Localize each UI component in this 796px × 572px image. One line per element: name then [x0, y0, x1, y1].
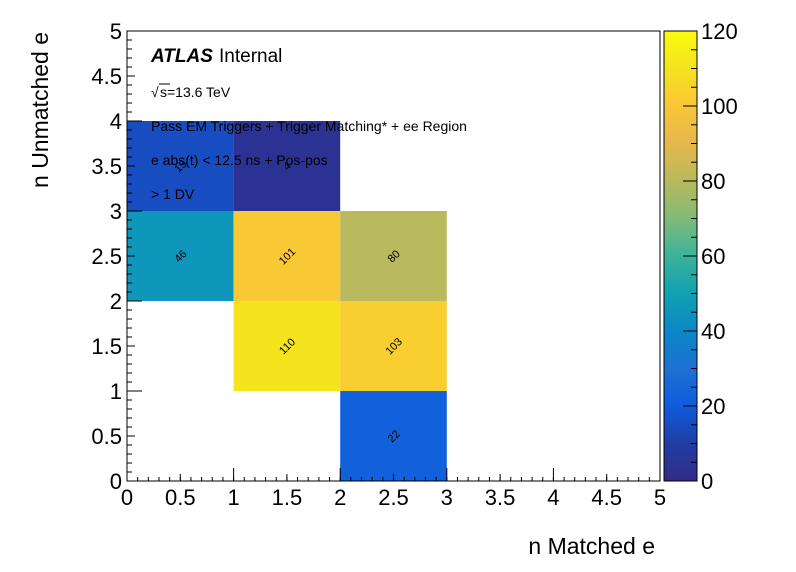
y-tick-label: 5	[110, 19, 122, 44]
y-tick-label: 2	[110, 289, 122, 314]
z-tick-label: 40	[701, 319, 725, 344]
heatmap-cells	[127, 121, 447, 481]
x-tick-label: 0.5	[165, 485, 196, 510]
x-tick-label: 2	[334, 485, 346, 510]
selection-line-1: Pass EM Triggers + Trigger Matching* + e…	[151, 118, 467, 134]
y-tick-label: 2.5	[91, 244, 122, 269]
x-tick-label: 2.5	[378, 485, 409, 510]
y-tick-label: 0.5	[91, 424, 122, 449]
y-tick-label: 1	[110, 379, 122, 404]
z-tick-label: 60	[701, 244, 725, 269]
y-axis-ticks: 0 0.5 1 1.5 2 2.5 3 3.5 4 4.5 5	[91, 19, 142, 494]
x-tick-label: 3	[441, 485, 453, 510]
y-tick-label: 4	[110, 109, 122, 134]
heatmap-cell	[233, 211, 341, 301]
x-tick-label: 5	[654, 485, 666, 510]
heatmap-cell	[233, 301, 341, 391]
x-tick-label: 1.5	[272, 485, 303, 510]
x-tick-label: 4.5	[591, 485, 622, 510]
y-tick-label: 4.5	[91, 64, 122, 89]
heatmap-cell	[340, 211, 447, 301]
x-tick-label: 1	[227, 485, 239, 510]
heatmap-cell	[233, 121, 341, 211]
selection-line-3: > 1 DV	[151, 186, 195, 202]
atlas-label: ATLAS	[150, 46, 213, 67]
heatmap-cell	[127, 211, 234, 301]
heatmap-cell	[340, 391, 447, 481]
heatmap-cell	[127, 121, 234, 211]
z-tick-label: 20	[701, 394, 725, 419]
heatmap-cell	[340, 301, 447, 391]
sqrt-symbol: √	[151, 84, 159, 100]
selection-line-2: e abs(t) < 12.5 ns + Pos-pos	[151, 152, 328, 168]
internal-label: Internal	[219, 46, 282, 67]
y-axis-title: n Unmatched e	[27, 32, 53, 188]
x-tick-label: 4	[547, 485, 559, 510]
z-tick-label: 80	[701, 169, 725, 194]
y-tick-label: 3	[110, 199, 122, 224]
color-bar-ticks: 0 20 40 60 80 100 120	[683, 19, 738, 494]
z-tick-label: 0	[701, 469, 713, 494]
z-tick-label: 120	[701, 19, 738, 44]
y-tick-label: 1.5	[91, 334, 122, 359]
x-tick-label: 0	[121, 485, 133, 510]
x-axis-ticks: 0 0.5 1 1.5 2 2.5 3 3.5 4 4.5 5	[121, 468, 666, 510]
x-axis-title: n Matched e	[528, 533, 655, 559]
y-tick-label: 3.5	[91, 154, 122, 179]
y-tick-label: 0	[110, 469, 122, 494]
energy-label: s=13.6 TeV	[160, 84, 231, 100]
z-tick-label: 100	[701, 94, 738, 119]
x-tick-label: 3.5	[485, 485, 516, 510]
